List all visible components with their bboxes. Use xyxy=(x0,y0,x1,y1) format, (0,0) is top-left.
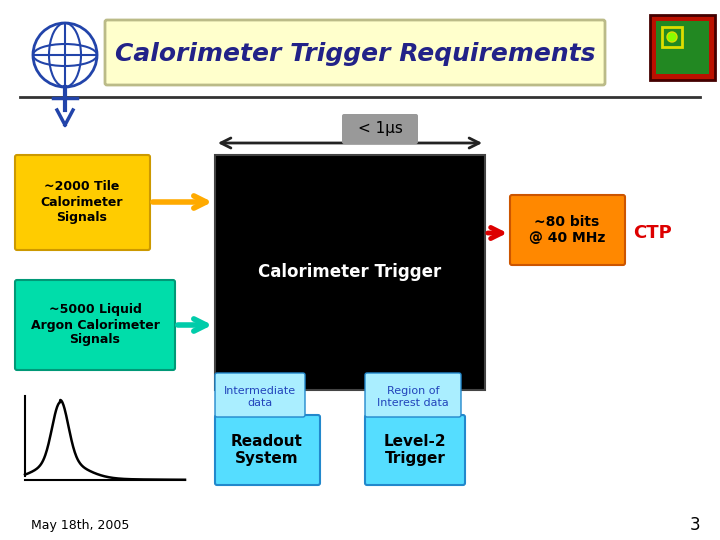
Text: < 1μs: < 1μs xyxy=(358,122,402,137)
FancyBboxPatch shape xyxy=(215,415,320,485)
Text: Calorimeter Trigger: Calorimeter Trigger xyxy=(258,263,441,281)
Bar xyxy=(662,27,682,47)
FancyBboxPatch shape xyxy=(105,20,605,85)
Bar xyxy=(662,27,682,47)
Text: ~2000 Tile
Calorimeter
Signals: ~2000 Tile Calorimeter Signals xyxy=(41,180,123,224)
Text: Calorimeter Trigger Requirements: Calorimeter Trigger Requirements xyxy=(114,42,595,66)
Circle shape xyxy=(667,32,677,42)
Bar xyxy=(650,15,715,80)
FancyBboxPatch shape xyxy=(15,155,150,250)
Bar xyxy=(656,21,709,74)
Text: ~80 bits
@ 40 MHz: ~80 bits @ 40 MHz xyxy=(528,215,606,245)
FancyBboxPatch shape xyxy=(510,195,625,265)
Text: May 18th, 2005: May 18th, 2005 xyxy=(31,518,129,531)
Text: Readout
System: Readout System xyxy=(231,434,303,466)
FancyBboxPatch shape xyxy=(365,373,461,417)
Text: Region of
Interest data: Region of Interest data xyxy=(377,386,449,408)
FancyBboxPatch shape xyxy=(365,415,465,485)
Text: Level-2
Trigger: Level-2 Trigger xyxy=(384,434,446,466)
FancyBboxPatch shape xyxy=(215,373,305,417)
Bar xyxy=(215,155,485,390)
FancyBboxPatch shape xyxy=(15,280,175,370)
Text: ~5000 Liquid
Argon Calorimeter
Signals: ~5000 Liquid Argon Calorimeter Signals xyxy=(30,303,159,347)
Text: Intermediate
data: Intermediate data xyxy=(224,386,296,408)
Text: 3: 3 xyxy=(690,516,701,534)
FancyBboxPatch shape xyxy=(342,114,418,144)
Text: CTP: CTP xyxy=(634,224,672,242)
